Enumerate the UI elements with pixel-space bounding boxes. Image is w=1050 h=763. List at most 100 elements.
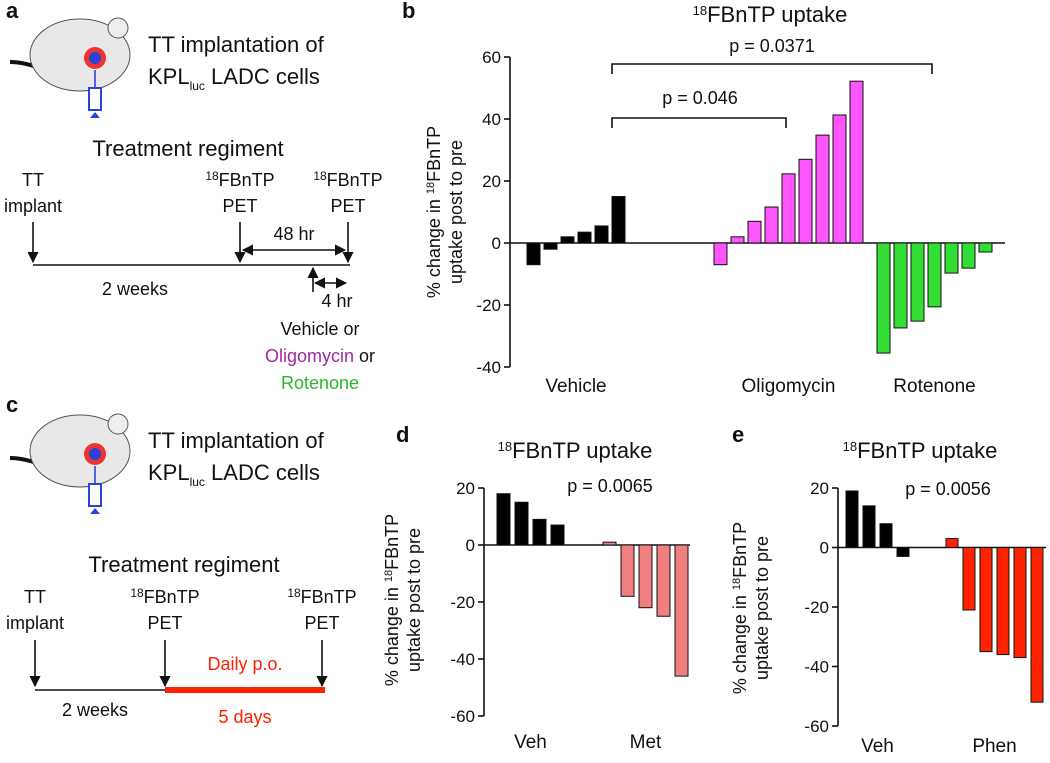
implant: implant xyxy=(6,613,64,633)
heading: TT implantation of xyxy=(148,428,325,453)
y-axis-label: % change in 18FBnTP xyxy=(424,126,444,298)
title-text: FBnTP uptake xyxy=(512,438,652,463)
bar xyxy=(945,538,959,549)
bar xyxy=(577,231,592,244)
sup: 18 xyxy=(287,586,301,600)
bracket xyxy=(611,63,933,74)
bar xyxy=(1030,547,1044,703)
title-sup: 18 xyxy=(498,439,512,454)
cells: KPLluc LADC cells xyxy=(148,64,320,93)
bar xyxy=(893,242,908,329)
p-value: p = 0.0065 xyxy=(567,476,653,496)
bar xyxy=(656,544,671,617)
bar xyxy=(896,547,910,557)
bar xyxy=(961,242,976,269)
sup: 18 xyxy=(205,169,219,183)
panel-label: a xyxy=(6,0,19,23)
panel-label: c xyxy=(6,392,18,417)
panel-label: b xyxy=(402,0,415,23)
y-label-text: FBnTP xyxy=(382,514,402,570)
bar xyxy=(849,80,864,244)
pet: 18FBnTP xyxy=(313,169,382,190)
group-label: Rotenone xyxy=(893,376,975,397)
chart-title: 18FBnTP uptake xyxy=(693,2,848,27)
bar xyxy=(815,134,830,244)
bar xyxy=(747,220,762,244)
bar xyxy=(978,242,993,253)
interval: 48 hr xyxy=(273,224,314,244)
tt: TT xyxy=(22,170,44,190)
y-tick-label: -40 xyxy=(804,658,829,677)
bar xyxy=(876,242,891,354)
tt: TT xyxy=(24,587,46,607)
y-label-text: % change in xyxy=(382,582,402,686)
chart-title: 18FBnTP uptake xyxy=(843,438,998,463)
panel-label: d xyxy=(396,422,409,447)
pet: PET xyxy=(330,196,365,216)
bar xyxy=(526,242,541,266)
bar xyxy=(674,544,689,677)
cells-sub: luc xyxy=(190,475,205,489)
y-tick-label: 0 xyxy=(466,536,475,555)
bar xyxy=(764,206,779,244)
timeline xyxy=(29,640,328,693)
y-tick-label: -20 xyxy=(804,598,829,617)
y-tick-label: 40 xyxy=(482,110,501,129)
dosing: Daily p.o. xyxy=(207,654,282,674)
regimen: Treatment regiment xyxy=(88,552,279,577)
y-tick-label: -20 xyxy=(450,593,475,612)
bar xyxy=(798,158,813,244)
bar xyxy=(611,196,626,244)
bar xyxy=(927,242,942,308)
bar xyxy=(730,236,745,244)
y-axis-label: % change in 18FBnTP xyxy=(730,522,750,694)
timeline xyxy=(27,222,354,292)
treatment-oligomycin: Oligomycin xyxy=(265,346,354,366)
cells: LADC cells xyxy=(205,460,320,485)
group-label: Oligomycin xyxy=(742,376,836,397)
bar xyxy=(620,544,635,597)
cells: KPLluc LADC cells xyxy=(148,460,320,489)
treatment: Vehicle or xyxy=(280,319,359,339)
p-value: p = 0.0371 xyxy=(729,36,815,56)
bar xyxy=(543,242,558,250)
bar xyxy=(496,493,511,546)
bar xyxy=(879,523,893,549)
treatment: or xyxy=(354,346,375,366)
cells: KPL xyxy=(148,64,190,89)
weeks: 2 weeks xyxy=(102,279,168,299)
y-label-text: FBnTP xyxy=(730,522,750,578)
dose-time: 4 hr xyxy=(321,291,352,311)
tracer: FBnTP xyxy=(144,587,200,607)
y-axis-label: % change in 18FBnTP uptake post to pre xyxy=(424,126,466,298)
sup: 18 xyxy=(130,586,144,600)
tracer: FBnTP xyxy=(219,170,275,190)
y-axis-label: uptake post to pre xyxy=(404,528,424,672)
y-label-text: % change in xyxy=(424,194,444,298)
p-value: p = 0.046 xyxy=(662,88,738,108)
p-value: p = 0.0056 xyxy=(905,479,991,499)
title-text: FBnTP uptake xyxy=(707,2,847,27)
bar xyxy=(713,242,728,266)
treatment-rotenone: Rotenone xyxy=(281,373,359,393)
mouse-icon xyxy=(9,413,131,514)
bar xyxy=(532,518,547,546)
pet: PET xyxy=(304,613,339,633)
panel-label: e xyxy=(732,422,744,447)
y-axis-label: % change in 18FBnTP uptake post to pre xyxy=(382,514,424,686)
bar xyxy=(832,114,847,244)
implant: implant xyxy=(4,196,62,216)
y-tick-label: -20 xyxy=(476,296,501,315)
y-axis-label: % change in 18FBnTP xyxy=(382,514,402,686)
title-sup: 18 xyxy=(693,3,707,18)
bar xyxy=(781,173,796,244)
regimen: Treatment regiment xyxy=(92,136,283,161)
pet: PET xyxy=(222,196,257,216)
title-text: FBnTP uptake xyxy=(857,438,997,463)
y-tick-label: 20 xyxy=(810,479,829,498)
weeks: 2 weeks xyxy=(62,700,128,720)
pet: 18FBnTP xyxy=(205,169,274,190)
bar xyxy=(594,225,609,244)
y-tick-label: -60 xyxy=(450,707,475,726)
